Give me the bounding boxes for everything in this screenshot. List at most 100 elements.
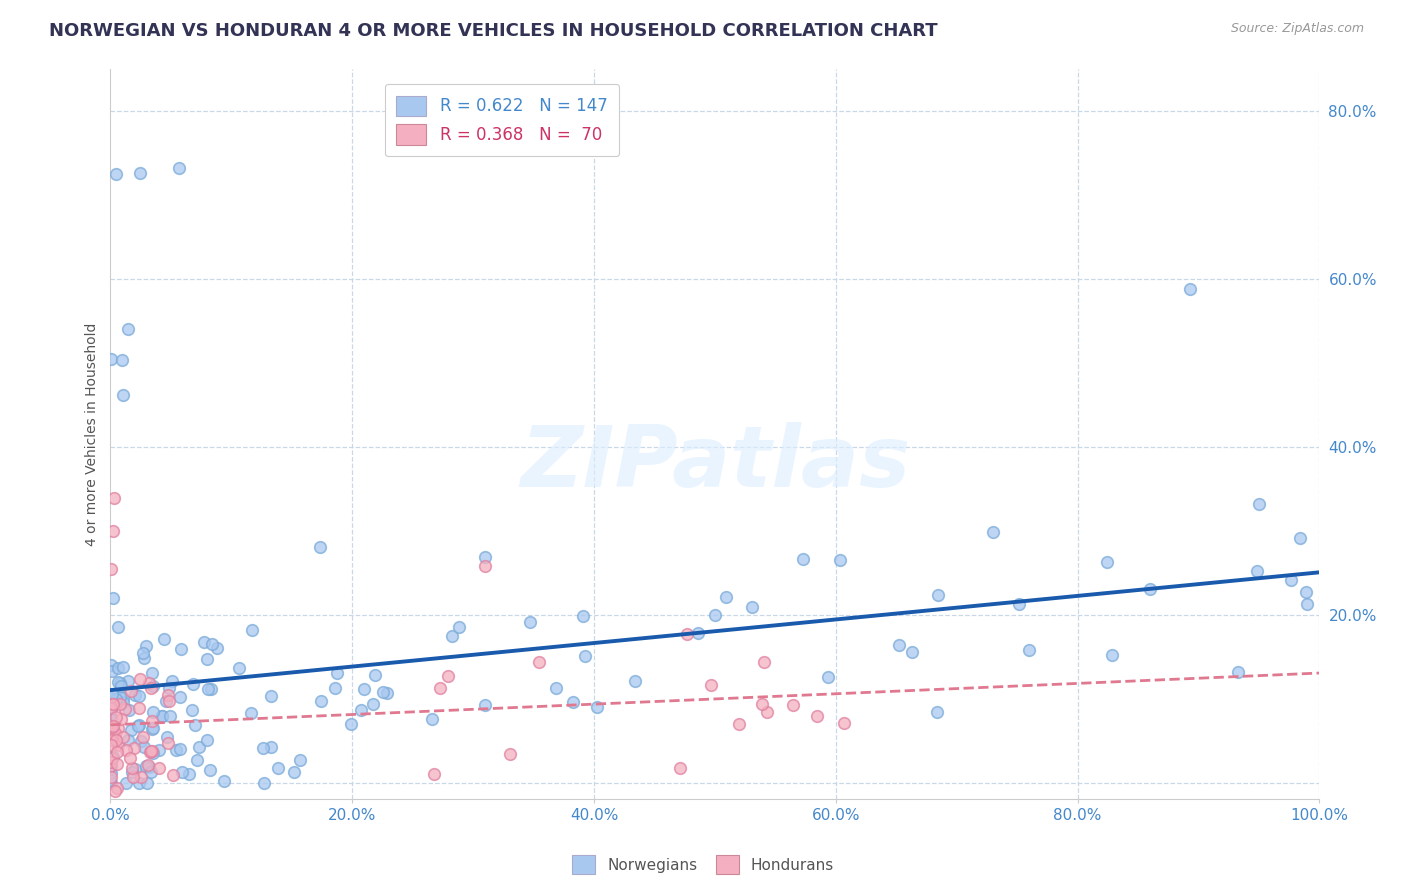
Point: [100, 658, 122, 673]
Text: ZIPatlas: ZIPatlas: [520, 422, 910, 505]
Point: [107, 620, 129, 634]
Point: [181, 703, 204, 717]
Point: [139, 743, 162, 757]
Point: [1246, 564, 1268, 578]
Point: [157, 689, 180, 703]
Point: [111, 353, 134, 368]
Point: [157, 736, 180, 750]
Point: [574, 649, 596, 664]
Point: [100, 691, 122, 706]
Point: [100, 562, 122, 576]
Point: [519, 615, 541, 630]
Y-axis label: 4 or more Vehicles in Household: 4 or more Vehicles in Household: [86, 322, 100, 546]
Point: [104, 730, 127, 744]
Point: [688, 626, 710, 640]
Point: [124, 688, 146, 702]
Point: [156, 730, 179, 744]
Point: [1247, 497, 1270, 511]
Point: [184, 718, 207, 732]
Point: [128, 701, 150, 715]
Point: [122, 770, 145, 784]
Point: [474, 549, 496, 564]
Point: [111, 387, 134, 401]
Point: [104, 725, 127, 739]
Point: [101, 723, 124, 737]
Point: [240, 624, 263, 638]
Point: [103, 491, 125, 505]
Point: [110, 690, 132, 704]
Point: [136, 757, 159, 772]
Point: [103, 697, 125, 711]
Point: [193, 635, 215, 649]
Point: [676, 627, 699, 641]
Point: [103, 591, 125, 606]
Point: [159, 708, 181, 723]
Point: [201, 637, 224, 651]
Point: [105, 167, 128, 181]
Point: [100, 700, 122, 714]
Point: [162, 768, 184, 782]
Point: [155, 693, 177, 707]
Point: [104, 732, 127, 747]
Point: [117, 322, 139, 336]
Point: [100, 697, 122, 711]
Point: [100, 759, 122, 773]
Point: [141, 666, 163, 681]
Point: [104, 784, 127, 798]
Point: [834, 715, 856, 730]
Point: [100, 720, 122, 734]
Point: [830, 553, 852, 567]
Point: [309, 694, 332, 708]
Point: [704, 608, 727, 623]
Point: [134, 650, 156, 665]
Point: [114, 743, 136, 757]
Point: [756, 705, 779, 719]
Point: [195, 652, 218, 666]
Point: [1007, 597, 1029, 611]
Point: [981, 525, 1004, 540]
Point: [112, 730, 135, 744]
Point: [103, 749, 125, 764]
Point: [350, 703, 373, 717]
Point: [128, 717, 150, 731]
Point: [1226, 665, 1249, 680]
Point: [699, 678, 721, 692]
Point: [129, 733, 152, 747]
Point: [586, 699, 609, 714]
Point: [669, 761, 692, 775]
Point: [100, 775, 122, 789]
Point: [150, 709, 173, 723]
Point: [167, 161, 190, 175]
Point: [373, 685, 395, 699]
Point: [110, 679, 132, 693]
Text: Source: ZipAtlas.com: Source: ZipAtlas.com: [1230, 22, 1364, 36]
Point: [253, 775, 276, 789]
Point: [112, 695, 135, 709]
Point: [118, 703, 141, 717]
Point: [927, 588, 949, 602]
Point: [142, 679, 165, 693]
Point: [187, 740, 209, 755]
Point: [105, 710, 128, 724]
Point: [107, 738, 129, 752]
Point: [127, 719, 149, 733]
Point: [474, 698, 496, 713]
Point: [267, 761, 290, 775]
Legend: Norwegians, Hondurans: Norwegians, Hondurans: [565, 849, 841, 880]
Point: [152, 708, 174, 723]
Point: [353, 681, 375, 696]
Point: [308, 540, 330, 554]
Point: [288, 753, 311, 767]
Point: [104, 692, 127, 706]
Point: [817, 670, 839, 684]
Point: [197, 681, 219, 696]
Point: [325, 681, 347, 695]
Point: [100, 770, 122, 784]
Point: [179, 767, 201, 781]
Point: [423, 767, 446, 781]
Point: [100, 713, 122, 727]
Point: [100, 733, 122, 747]
Point: [198, 764, 221, 778]
Point: [1018, 642, 1040, 657]
Point: [124, 741, 146, 756]
